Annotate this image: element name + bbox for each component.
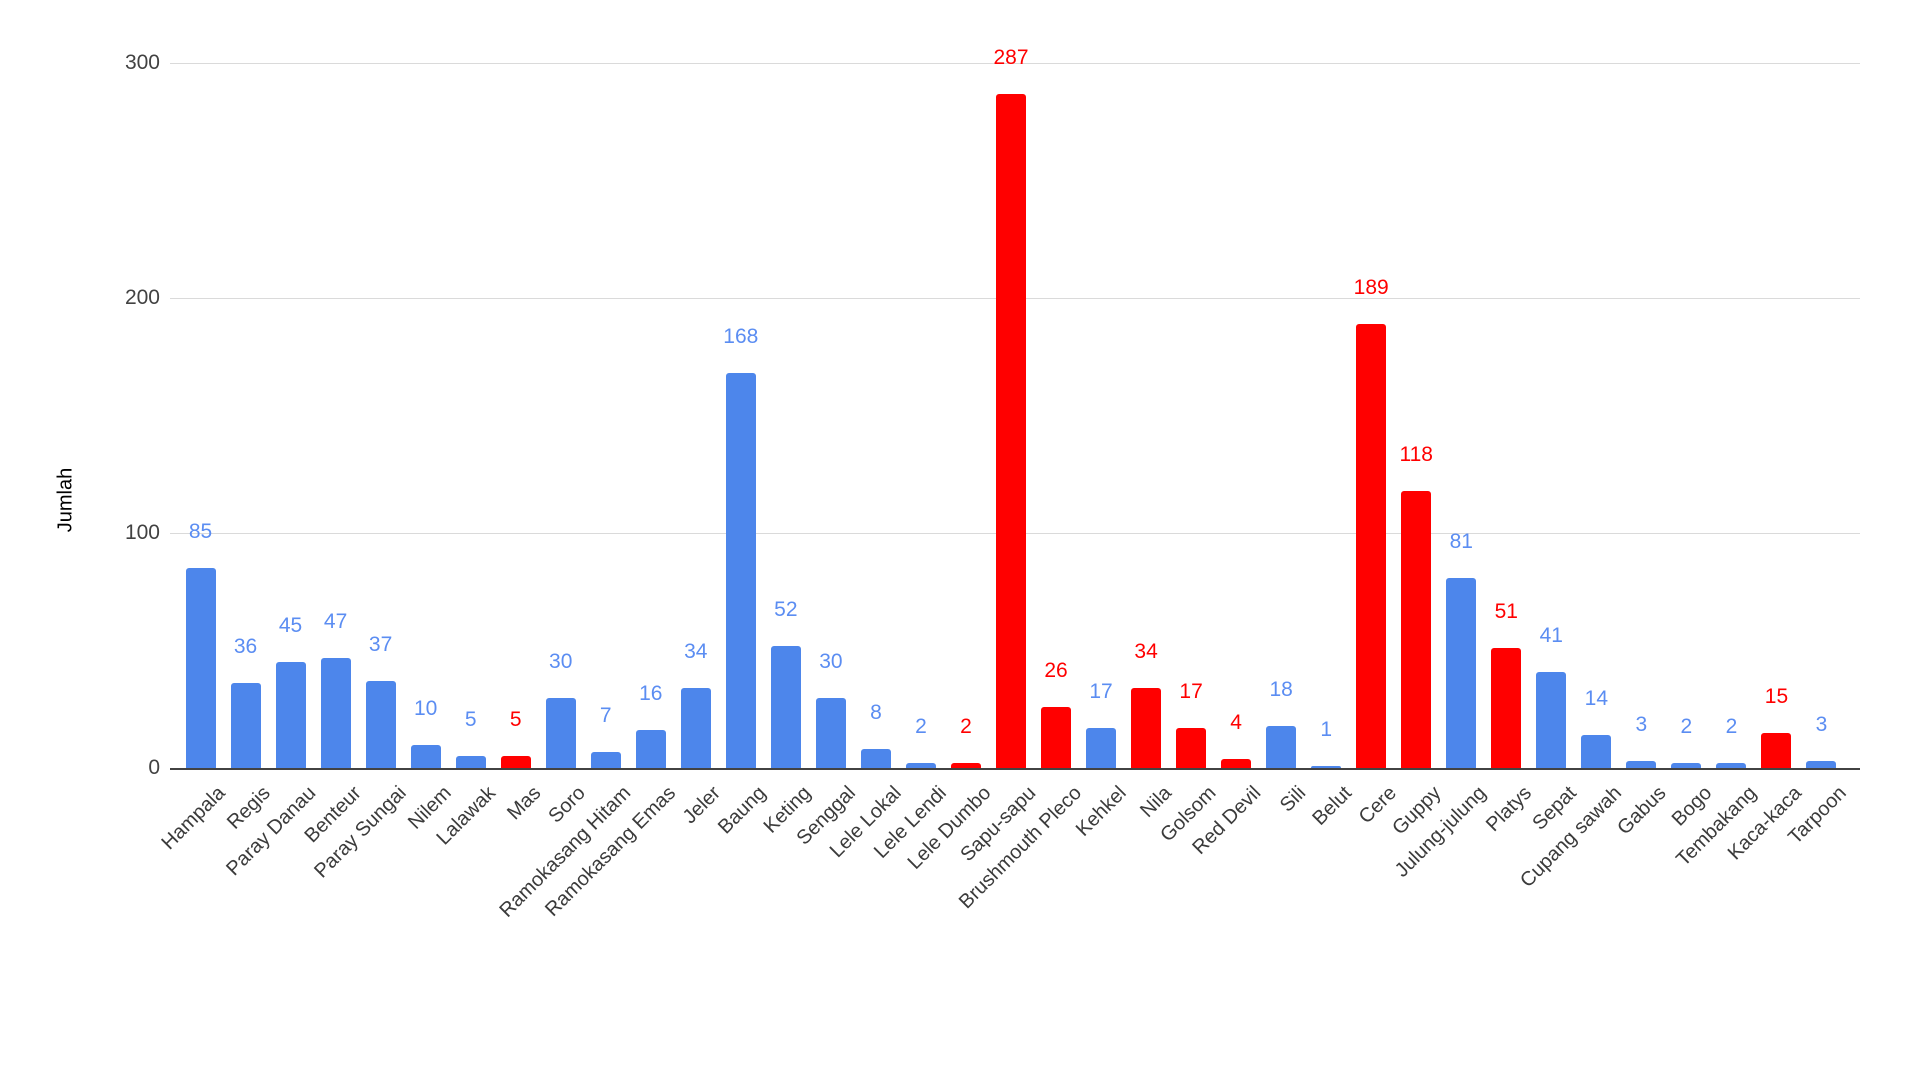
bar-blue bbox=[725, 373, 756, 768]
bar-red bbox=[1221, 758, 1252, 768]
bar-value-label: 34 bbox=[684, 640, 708, 664]
bar-value-label: 4 bbox=[1230, 710, 1242, 734]
bar-value-label: 30 bbox=[549, 649, 573, 673]
bar-red bbox=[1176, 728, 1207, 768]
bar-blue bbox=[590, 751, 621, 768]
bar-value-label: 14 bbox=[1584, 687, 1609, 711]
bar-value-label: 41 bbox=[1539, 623, 1563, 647]
bar-value-label: 118 bbox=[1399, 442, 1433, 466]
bar-red bbox=[1761, 732, 1792, 768]
bar-value-label: 45 bbox=[278, 614, 303, 638]
bar-red bbox=[1401, 490, 1432, 768]
bar-red bbox=[996, 93, 1026, 768]
bar-value-label: 3 bbox=[1815, 712, 1828, 736]
bar-red bbox=[1131, 688, 1162, 768]
bar-value-label: 2 bbox=[915, 715, 927, 739]
bar-blue bbox=[1671, 763, 1702, 768]
bar-value-label: 36 bbox=[233, 635, 258, 659]
bar-value-label: 47 bbox=[323, 609, 348, 633]
bar-blue bbox=[815, 697, 846, 768]
bar-blue bbox=[410, 744, 441, 768]
y-axis-tick-label: 200 bbox=[124, 286, 160, 309]
bar-blue bbox=[905, 763, 936, 768]
y-axis-tick-label: 100 bbox=[124, 521, 160, 544]
bar-value-label: 5 bbox=[509, 708, 522, 732]
bar-blue bbox=[1311, 765, 1342, 768]
bar-value-label: 34 bbox=[1134, 640, 1158, 664]
bar-value-label: 81 bbox=[1449, 529, 1473, 553]
y-axis-tick-label: 0 bbox=[148, 756, 160, 779]
bar-blue bbox=[320, 657, 351, 768]
bar-value-label: 3 bbox=[1635, 712, 1648, 736]
bar-blue bbox=[1446, 577, 1477, 768]
bar-blue bbox=[860, 749, 891, 768]
bar-value-label: 30 bbox=[819, 649, 843, 673]
bar-value-label: 7 bbox=[599, 703, 612, 727]
bar-blue bbox=[275, 662, 306, 768]
bar-blue bbox=[680, 688, 711, 768]
bar-blue bbox=[230, 683, 261, 768]
bar-blue bbox=[455, 756, 486, 768]
bar-blue bbox=[365, 681, 396, 768]
bar-value-label: 17 bbox=[1089, 680, 1113, 704]
bar-value-label: 15 bbox=[1764, 684, 1789, 708]
bar-value-label: 26 bbox=[1044, 658, 1068, 682]
bar-blue bbox=[1536, 671, 1567, 768]
bar-value-label: 5 bbox=[464, 708, 477, 732]
bar-value-label: 2 bbox=[1725, 715, 1738, 739]
bar-red bbox=[1041, 706, 1072, 768]
bar-red bbox=[950, 763, 981, 768]
bar-value-label: 189 bbox=[1353, 275, 1389, 299]
bar-value-label: 2 bbox=[960, 715, 972, 739]
gridline bbox=[170, 63, 1860, 64]
bar-blue bbox=[1086, 728, 1117, 768]
bar-value-label: 287 bbox=[993, 45, 1029, 69]
bar-value-label: 8 bbox=[870, 701, 882, 725]
bar-blue bbox=[1581, 735, 1612, 768]
bar-value-label: 85 bbox=[188, 520, 213, 544]
bar-value-label: 51 bbox=[1494, 600, 1518, 624]
bar-value-label: 2 bbox=[1680, 715, 1693, 739]
bar-red bbox=[1356, 323, 1387, 768]
bar-value-label: 10 bbox=[413, 696, 438, 720]
bar-red bbox=[1491, 648, 1522, 768]
bar-value-label: 37 bbox=[368, 633, 393, 657]
bar-blue bbox=[1626, 760, 1657, 768]
bar-value-label: 17 bbox=[1179, 680, 1203, 704]
bar-value-label: 18 bbox=[1269, 677, 1293, 701]
bar-blue bbox=[1266, 725, 1297, 768]
bar-value-label: 1 bbox=[1320, 717, 1333, 741]
bar-blue bbox=[770, 645, 801, 768]
y-axis-tick-label: 300 bbox=[124, 51, 160, 74]
x-axis-line bbox=[170, 768, 1860, 770]
bar-value-label: 168 bbox=[723, 325, 759, 349]
bar-value-label: 52 bbox=[774, 597, 798, 621]
bar-blue bbox=[1716, 763, 1747, 768]
bar-blue bbox=[1806, 760, 1837, 768]
bar-blue bbox=[185, 568, 216, 768]
bar-blue bbox=[545, 697, 576, 768]
bar-blue bbox=[635, 730, 666, 768]
bar-red bbox=[500, 756, 531, 768]
bar-value-label: 16 bbox=[639, 682, 663, 706]
